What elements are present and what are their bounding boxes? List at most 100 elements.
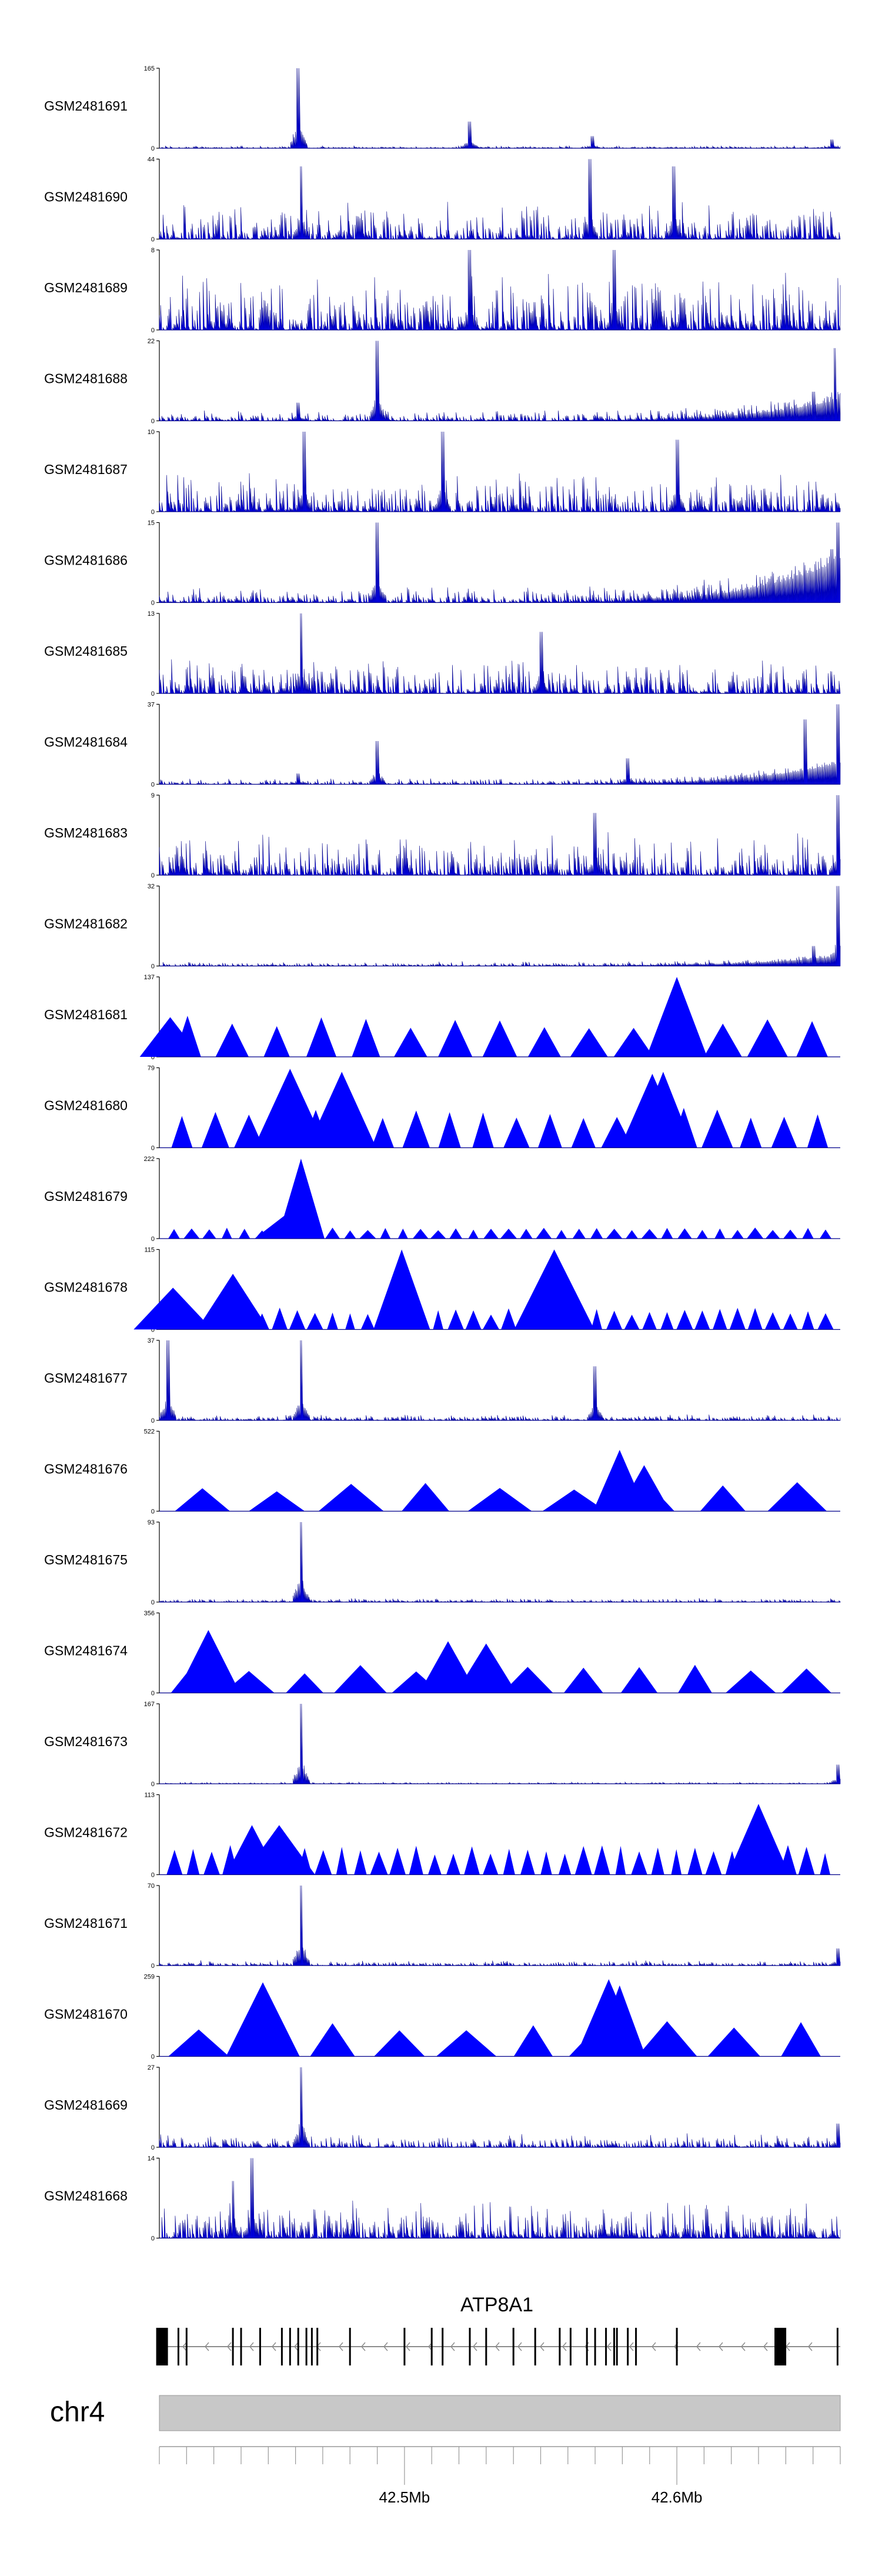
y-max-label: 32 (148, 883, 155, 890)
signal-triangle (472, 1112, 494, 1148)
y-max-label: 222 (144, 1156, 155, 1163)
y-min-label: 0 (151, 1781, 155, 1788)
y-min-label: 0 (151, 1327, 155, 1334)
ideogram-track: chr4 (50, 2395, 841, 2431)
track-GSM2481669: GSM2481669 27 0 (44, 2064, 841, 2151)
track-label: GSM2481668 (44, 2188, 128, 2204)
signal-peak (307, 1072, 376, 1148)
y-max-label: 9 (151, 792, 155, 799)
signal-triangle (591, 1309, 602, 1330)
signal-triangle (315, 1850, 332, 1875)
gene-exon (349, 2328, 351, 2365)
track-GSM2481682: GSM2481682 32 0 (44, 883, 841, 970)
signal-triangle (215, 1023, 249, 1057)
y-max-label: 167 (144, 1701, 155, 1708)
signal-triangle (447, 1309, 464, 1330)
signal-triangle (446, 1853, 460, 1875)
gene-exon (613, 2328, 615, 2365)
signal-peak (176, 1630, 240, 1693)
signal-triangle (747, 1308, 763, 1330)
y-min-label: 0 (151, 1690, 155, 1697)
signal-triangle (747, 1019, 788, 1057)
signal-area (159, 249, 841, 331)
y-max-label: 13 (148, 610, 155, 618)
signal-triangle (249, 1491, 305, 1511)
track-label: GSM2481672 (44, 1825, 128, 1840)
gene-exon (316, 2328, 319, 2365)
signal-triangle (820, 1229, 831, 1239)
gene-exon (774, 2328, 787, 2365)
y-max-label: 27 (148, 2064, 155, 2071)
signal-triangle (354, 1850, 367, 1875)
signal-triangle (641, 1229, 658, 1239)
signal-area (159, 341, 841, 422)
y-min-label: 0 (151, 1236, 155, 1243)
signal-area (159, 795, 841, 876)
strand-arrow (450, 2342, 455, 2351)
track-GSM2481672: GSM2481672 113 0 (44, 1792, 840, 1879)
signal-triangle (465, 1310, 482, 1330)
signal-triangle (370, 1851, 388, 1875)
gene-exon (569, 2328, 572, 2365)
signal-triangle (783, 1229, 798, 1239)
gene-exon (240, 2328, 242, 2365)
gene-exon (430, 2328, 433, 2365)
y-min-label: 0 (151, 2144, 155, 2151)
signal-triangle (371, 1117, 394, 1148)
genome-tick-label: 42.5Mb (379, 2488, 430, 2506)
signal-triangle (729, 1307, 746, 1330)
track-GSM2481678: GSM2481678 115 0 (44, 1247, 840, 1334)
signal-triangle (360, 1314, 375, 1330)
signal-triangle (306, 1313, 323, 1330)
genome-tick-label: 42.6Mb (652, 2488, 703, 2506)
gene-exon (485, 2328, 487, 2365)
gene-label: ATP8A1 (460, 2294, 533, 2316)
signal-area (159, 613, 841, 695)
signal-triangle (289, 1310, 306, 1330)
signal-triangle (327, 1312, 338, 1330)
track-GSM2481686: GSM2481686 15 0 (44, 520, 841, 607)
signal-area (159, 1521, 841, 1603)
gene-exon (310, 2328, 313, 2365)
signal-area (159, 704, 841, 785)
y-max-label: 93 (148, 1519, 155, 1526)
gene-exon (305, 2328, 308, 2365)
y-max-label: 44 (148, 156, 155, 163)
signal-peak (243, 1825, 315, 1875)
signal-triangle (661, 1227, 673, 1239)
track-GSM2481673: GSM2481673 167 0 (44, 1701, 841, 1788)
y-min-label: 0 (151, 145, 155, 152)
signal-triangle (764, 1312, 781, 1330)
y-max-label: 113 (144, 1792, 155, 1799)
signal-triangle (239, 1229, 250, 1239)
track-GSM2481668: GSM2481668 14 0 (44, 2155, 841, 2243)
signal-peak (226, 1982, 300, 2057)
signal-triangle (677, 1228, 692, 1239)
gene-exon (836, 2328, 838, 2365)
signal-triangle (572, 1229, 586, 1239)
signal-triangle (202, 1229, 216, 1239)
signal-triangle (318, 1484, 384, 1511)
track-GSM2481685: GSM2481685 13 0 (44, 610, 841, 698)
signal-triangle (352, 1019, 380, 1057)
track-label: GSM2481674 (44, 1643, 128, 1659)
signal-triangle (570, 1028, 608, 1057)
signal-triangle (574, 1846, 592, 1875)
strand-arrow (495, 2342, 500, 2351)
signal-triangle (286, 1673, 323, 1693)
signal-triangle (175, 1488, 230, 1511)
signal-triangle (705, 1851, 722, 1875)
track-label: GSM2481678 (44, 1280, 128, 1295)
signal-triangle (402, 1483, 449, 1511)
track-GSM2481674: GSM2481674 356 0 (44, 1610, 840, 1697)
gene-exon (676, 2328, 678, 2365)
y-min-label: 0 (151, 1963, 155, 1970)
signal-triangle (556, 1230, 567, 1239)
signal-triangle (714, 1228, 726, 1239)
signal-triangle (501, 1308, 516, 1330)
y-min-label: 0 (151, 782, 155, 789)
signal-triangle (168, 2029, 229, 2057)
track-GSM2481683: GSM2481683 9 0 (44, 792, 841, 879)
y-min-label: 0 (151, 963, 155, 970)
signal-peak (618, 1465, 670, 1511)
